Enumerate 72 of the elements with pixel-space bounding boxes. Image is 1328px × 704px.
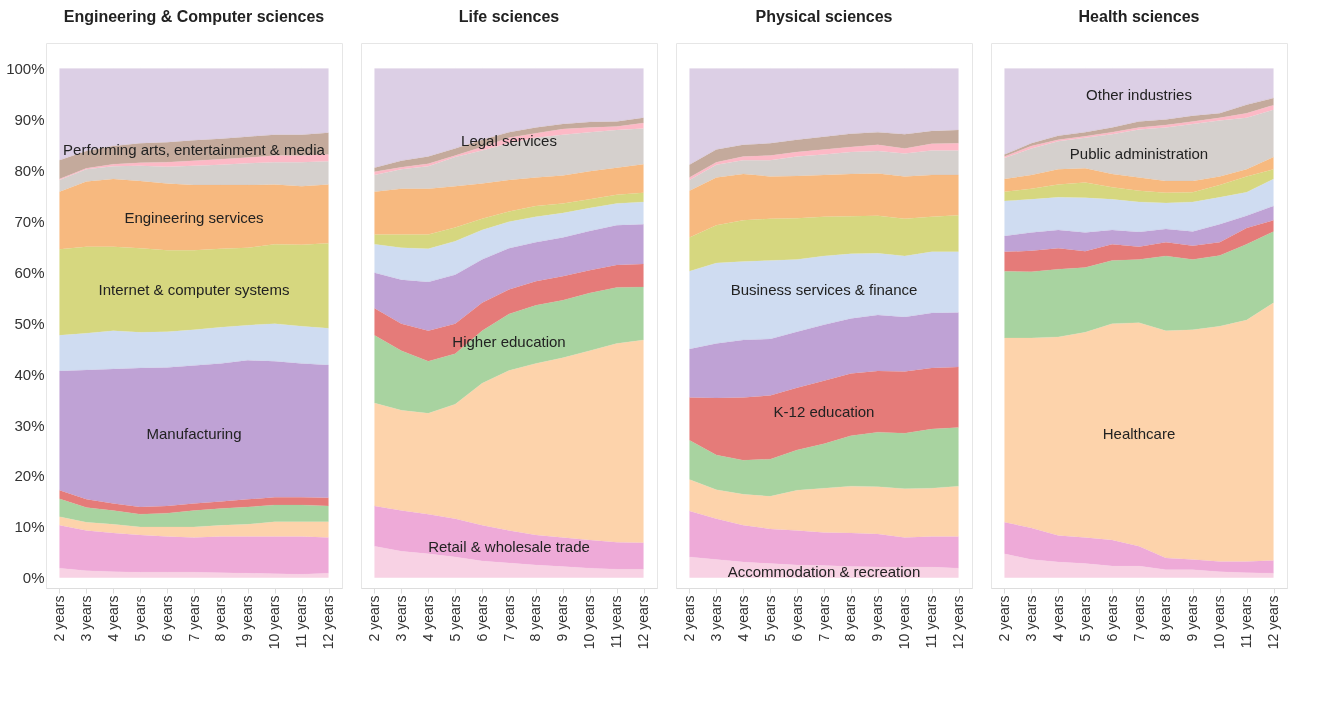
- x-tick-label: 10 years: [266, 595, 283, 650]
- x-tick-label: 9 years: [1184, 595, 1201, 642]
- x-tick-label: 8 years: [842, 595, 859, 642]
- x-tick-label: 4 years: [104, 595, 121, 642]
- x-tick-label: 2 years: [680, 595, 697, 642]
- y-tick-label: 60%: [14, 263, 45, 281]
- x-tick-label: 7 years: [185, 595, 202, 642]
- x-tick-label: 6 years: [1103, 595, 1120, 642]
- x-tick-label: 3 years: [77, 595, 94, 642]
- x-tick-label: 12 years: [950, 595, 967, 650]
- x-tick-label: 2 years: [365, 595, 382, 642]
- series-label: Accommodation & recreation: [727, 562, 921, 580]
- x-tick-label: 4 years: [734, 595, 751, 642]
- x-tick-label: 2 years: [50, 595, 67, 642]
- x-tick-label: 12 years: [1265, 595, 1282, 650]
- series-label: Public administration: [1069, 144, 1209, 162]
- series-label: Manufacturing: [146, 425, 242, 443]
- series-label: Higher education: [452, 333, 566, 351]
- x-tick-label: 3 years: [707, 595, 724, 642]
- x-tick-label: 10 years: [1211, 595, 1228, 650]
- series-label: K-12 education: [773, 403, 875, 421]
- x-tick-label: 11 years: [608, 595, 625, 649]
- y-tick-label: 100%: [6, 59, 45, 77]
- x-tick-label: 5 years: [761, 595, 778, 642]
- x-tick-label: 2 years: [995, 595, 1012, 642]
- chart-title: Health sciences: [1078, 8, 1200, 25]
- y-tick-label: 40%: [14, 365, 45, 383]
- series-label: Internet & computer systems: [98, 281, 290, 299]
- series-label: Healthcare: [1102, 425, 1176, 443]
- x-tick-label: 10 years: [581, 595, 598, 650]
- x-tick-label: 11 years: [923, 595, 940, 649]
- series-label: Legal services: [461, 131, 557, 149]
- x-tick-label: 8 years: [527, 595, 544, 642]
- series-label: Performing arts, entertainment & media: [63, 141, 326, 159]
- y-tick-label: 90%: [14, 110, 45, 128]
- y-tick-label: 0%: [22, 569, 45, 587]
- x-tick-label: 6 years: [788, 595, 805, 642]
- series-label: Business services & finance: [730, 281, 918, 299]
- series-label: Retail & wholesale trade: [428, 537, 590, 555]
- y-tick-label: 70%: [14, 212, 45, 230]
- y-tick-label: 50%: [14, 314, 45, 332]
- x-tick-label: 7 years: [1130, 595, 1147, 642]
- x-tick-label: 8 years: [1157, 595, 1174, 642]
- x-tick-label: 3 years: [1022, 595, 1039, 642]
- x-tick-label: 8 years: [212, 595, 229, 642]
- x-tick-label: 4 years: [419, 595, 436, 642]
- x-tick-label: 11 years: [293, 595, 310, 649]
- x-tick-label: 11 years: [1238, 595, 1255, 649]
- x-tick-label: 6 years: [158, 595, 175, 642]
- chart-title: Engineering & Computer sciences: [63, 8, 325, 25]
- x-tick-label: 7 years: [815, 595, 832, 642]
- x-tick-label: 10 years: [896, 595, 913, 650]
- y-tick-label: 10%: [14, 518, 45, 536]
- chart-title: Physical sciences: [755, 8, 893, 25]
- x-tick-label: 5 years: [131, 595, 148, 642]
- series-label: Other industries: [1086, 85, 1192, 103]
- x-tick-label: 3 years: [392, 595, 409, 642]
- x-tick-label: 12 years: [320, 595, 337, 650]
- x-tick-label: 7 years: [500, 595, 517, 642]
- x-tick-label: 9 years: [869, 595, 886, 642]
- x-tick-label: 5 years: [446, 595, 463, 642]
- y-tick-label: 30%: [14, 416, 45, 434]
- series-label: Engineering services: [124, 208, 264, 226]
- y-tick-label: 80%: [14, 161, 45, 179]
- x-tick-label: 9 years: [554, 595, 571, 642]
- x-tick-label: 9 years: [239, 595, 256, 642]
- y-tick-label: 20%: [14, 467, 45, 485]
- x-tick-label: 4 years: [1049, 595, 1066, 642]
- x-tick-label: 6 years: [473, 595, 490, 642]
- x-tick-label: 12 years: [635, 595, 652, 650]
- chart-title: Life sciences: [458, 8, 560, 25]
- x-tick-label: 5 years: [1076, 595, 1093, 642]
